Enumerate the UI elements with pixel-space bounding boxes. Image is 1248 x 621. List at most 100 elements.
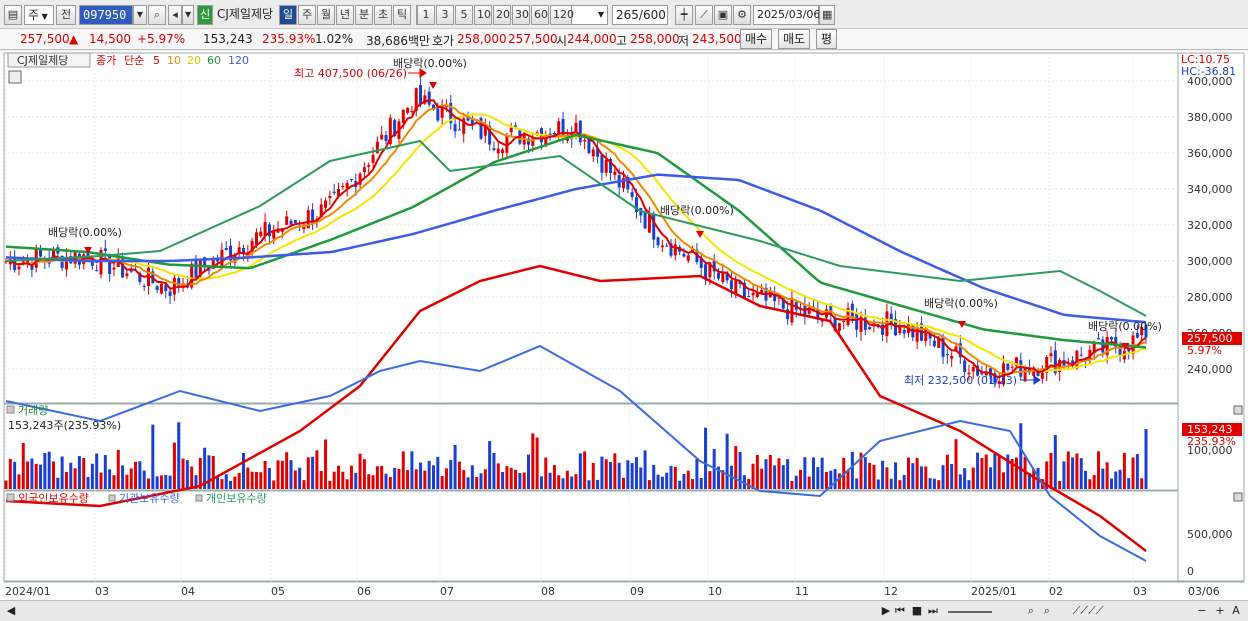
volume-bar [863,457,867,489]
candle-body [552,133,556,135]
period-tab-2[interactable]: 월 [317,5,335,25]
candle-body [39,248,43,257]
minute-button-10[interactable]: 10 [474,5,492,25]
volume-bar [207,455,211,489]
buy-button[interactable]: 매수 [740,29,773,49]
volume-bar [673,466,677,489]
sell-button[interactable]: 매도 [778,29,811,49]
candle-body [203,257,207,268]
volume-bar [427,460,431,489]
volume-bar [138,461,142,489]
average-button[interactable]: 평 [816,29,838,49]
volume-bar [1084,470,1088,489]
minute-button-60[interactable]: 60 [531,5,549,25]
period-tab-0[interactable]: 일 [279,5,297,25]
candle-body [272,231,276,239]
volume-bar [246,467,250,489]
candle-body [1071,360,1075,365]
stop-icon[interactable]: ■ [911,604,923,617]
volume-bar [147,478,150,489]
volume-bar [932,478,936,489]
draw-tools-icon[interactable]: ⟋⟋⟋⟋ [1072,604,1104,617]
period-tab-1[interactable]: 주 [298,5,316,25]
candle-body [224,248,228,250]
volume-bar [267,467,271,489]
candle-body [932,340,936,347]
sound-icon[interactable]: ◂ [168,5,182,25]
plus-icon[interactable]: + [1215,604,1225,617]
candle-body [470,118,474,124]
save-icon[interactable]: ▣ [714,5,732,25]
volume-bar [496,463,500,489]
volume-bar [963,468,967,489]
zoom-in-icon[interactable]: ⌕ [1027,604,1035,617]
period-tab-6[interactable]: 틱 [393,5,411,25]
volume-close-icon[interactable] [1233,405,1243,415]
minus-icon[interactable]: − [1197,604,1207,617]
period-tab-5[interactable]: 초 [374,5,392,25]
minute-button-3[interactable]: 3 [436,5,454,25]
volume-bar [794,475,798,489]
candle-body [60,255,64,268]
stock-code-input[interactable]: 097950 [79,5,133,25]
bar-count-field[interactable]: 265/600 [612,5,668,25]
volume-bar [289,460,293,489]
candle-body [734,279,738,294]
candle-body [596,147,600,157]
volume-bar [885,467,889,489]
volume-panel-icon[interactable] [6,405,15,414]
date-field[interactable]: 2025/03/06 [753,5,820,25]
search-icon[interactable]: ⌕ [148,5,166,25]
menu-icon[interactable]: ▤ [4,5,22,25]
candle-body [850,303,854,317]
candle-body [634,197,638,213]
volume-bar [384,473,388,489]
candle-body [578,120,582,143]
candle-type-icon[interactable]: ┿ [675,5,693,25]
market-select[interactable]: 주 ▼ [24,5,54,25]
minute-button-5[interactable]: 5 [455,5,473,25]
sound-dropdown-icon[interactable]: ▼ [182,5,194,25]
font-icon[interactable]: A [1232,604,1240,617]
volume-bar [1062,461,1066,489]
forward-icon[interactable]: ⏭ [928,604,938,617]
volume-bar [539,476,543,489]
volume-bar [846,470,850,489]
candle-body [95,270,99,272]
table-icon[interactable] [8,70,22,84]
minute-button-120[interactable]: 120 [550,5,574,25]
candle-body [1075,350,1079,369]
rewind-icon[interactable]: ⏮ [895,604,905,617]
stock-legend-box[interactable] [7,52,91,68]
candle-body [781,297,785,309]
minute-button-30[interactable]: 30 [512,5,530,25]
minute-button-1[interactable]: 1 [417,5,435,25]
period-tab-3[interactable]: 년 [336,5,354,25]
draw-tool-icon[interactable]: ⟋ [695,5,713,25]
candle-body [807,308,811,314]
scroll-left-icon[interactable]: ◀ [6,604,16,617]
candle-body [859,316,863,332]
prev-button[interactable]: 전 [56,5,76,25]
settings-icon[interactable]: ⚙ [733,5,751,25]
interval-select[interactable]: ▼ [570,5,608,25]
holdings-close-icon[interactable] [1233,492,1243,502]
holdings-panel-icon[interactable] [6,493,15,502]
chart-area[interactable]: CJ제일제당 종가 단순 5 10 20 60 120 LC:10.75 HC:… [0,51,1248,601]
scroll-bar: ◀ ▶ ⏮ ■ ⏭ ⌕ ⌕ ⟋⟋⟋⟋ − + A [0,600,1248,621]
calendar-icon[interactable]: ▦ [819,5,835,25]
candle-body [177,278,181,286]
scroll-right-icon[interactable]: ▶ [881,604,891,617]
period-tab-4[interactable]: 분 [355,5,373,25]
volume-bar [406,470,410,489]
volume-bar [155,476,159,489]
volume-y-tick: 100,000 [1187,444,1233,457]
price-y-tick: 300,000 [1187,255,1233,268]
volume-bar [1097,451,1100,489]
zoom-out-icon[interactable]: ⌕ [1043,604,1051,617]
zoom-slider[interactable] [948,603,992,613]
volume-bar [1014,457,1018,489]
code-dropdown-icon[interactable]: ▼ [133,5,147,25]
volume-bar [945,454,949,489]
minute-button-20[interactable]: 20 [493,5,511,25]
